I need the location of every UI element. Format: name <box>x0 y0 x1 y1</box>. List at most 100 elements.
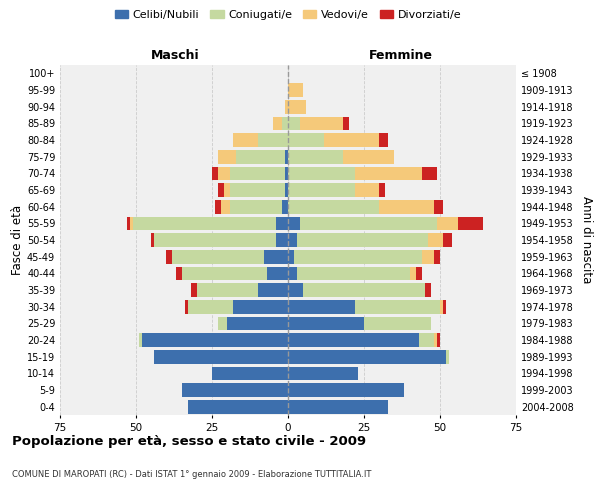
Bar <box>437 216 458 230</box>
Bar <box>288 333 419 347</box>
Bar <box>154 233 276 247</box>
Bar <box>300 116 343 130</box>
Bar <box>419 333 434 347</box>
Bar <box>343 150 394 164</box>
Bar <box>257 283 288 297</box>
Bar <box>303 283 425 297</box>
Bar <box>197 283 257 297</box>
Bar <box>437 333 440 347</box>
Bar <box>176 266 182 280</box>
Bar <box>215 200 221 213</box>
Bar <box>446 350 449 364</box>
Bar <box>230 166 285 180</box>
Bar <box>300 216 437 230</box>
Bar <box>263 250 288 264</box>
Bar <box>127 216 130 230</box>
Bar <box>188 300 233 314</box>
Bar <box>233 300 288 314</box>
Bar <box>188 400 288 413</box>
Bar <box>288 200 379 213</box>
Bar <box>297 266 410 280</box>
Bar <box>142 333 288 347</box>
Bar <box>297 233 428 247</box>
Bar <box>139 333 142 347</box>
Bar <box>443 300 446 314</box>
Bar <box>276 233 288 247</box>
Bar <box>434 200 443 213</box>
Bar <box>282 116 288 130</box>
Text: Maschi: Maschi <box>151 48 200 62</box>
Bar <box>443 233 452 247</box>
Bar <box>422 250 434 264</box>
Bar <box>288 316 364 330</box>
Bar <box>227 316 288 330</box>
Bar <box>440 300 443 314</box>
Bar <box>288 183 355 197</box>
Bar <box>355 183 379 197</box>
Text: Femmine: Femmine <box>368 48 433 62</box>
Bar <box>288 100 306 114</box>
Bar <box>288 366 358 380</box>
Bar <box>212 166 218 180</box>
Bar <box>428 233 443 247</box>
Bar <box>434 250 440 264</box>
Bar <box>218 316 227 330</box>
Bar <box>212 366 288 380</box>
Bar <box>288 250 294 264</box>
Bar <box>191 283 197 297</box>
Bar <box>218 183 224 197</box>
Y-axis label: Anni di nascita: Anni di nascita <box>580 196 593 284</box>
Text: Popolazione per età, sesso e stato civile - 2009: Popolazione per età, sesso e stato civil… <box>12 435 366 448</box>
Bar <box>285 100 288 114</box>
Bar <box>233 133 257 147</box>
Bar <box>379 200 434 213</box>
Bar <box>288 283 303 297</box>
Bar <box>230 200 282 213</box>
Bar <box>288 350 446 364</box>
Bar <box>282 200 288 213</box>
Bar <box>285 183 288 197</box>
Bar <box>288 300 355 314</box>
Bar <box>224 183 230 197</box>
Bar <box>410 266 416 280</box>
Bar <box>288 166 355 180</box>
Bar <box>379 183 385 197</box>
Bar <box>166 250 172 264</box>
Bar <box>325 133 379 147</box>
Bar <box>458 216 482 230</box>
Bar <box>133 216 276 230</box>
Bar <box>230 183 285 197</box>
Bar <box>154 350 288 364</box>
Bar <box>288 233 297 247</box>
Bar <box>267 266 288 280</box>
Bar <box>422 166 437 180</box>
Bar <box>236 150 285 164</box>
Bar <box>355 300 440 314</box>
Bar <box>425 283 431 297</box>
Bar <box>221 200 230 213</box>
Bar <box>185 300 188 314</box>
Bar <box>343 116 349 130</box>
Bar <box>379 133 388 147</box>
Bar <box>434 333 437 347</box>
Bar <box>288 83 303 97</box>
Bar <box>218 166 230 180</box>
Bar <box>288 133 325 147</box>
Bar <box>288 266 297 280</box>
Bar <box>285 166 288 180</box>
Bar <box>218 150 236 164</box>
Bar <box>294 250 422 264</box>
Legend: Celibi/Nubili, Coniugati/e, Vedovi/e, Divorziati/e: Celibi/Nubili, Coniugati/e, Vedovi/e, Di… <box>110 6 466 25</box>
Bar <box>182 383 288 397</box>
Bar <box>416 266 422 280</box>
Bar <box>364 316 431 330</box>
Bar <box>285 150 288 164</box>
Text: COMUNE DI MAROPATI (RC) - Dati ISTAT 1° gennaio 2009 - Elaborazione TUTTITALIA.I: COMUNE DI MAROPATI (RC) - Dati ISTAT 1° … <box>12 470 371 479</box>
Bar <box>288 216 300 230</box>
Bar <box>257 133 288 147</box>
Bar <box>172 250 263 264</box>
Y-axis label: Fasce di età: Fasce di età <box>11 205 24 275</box>
Bar <box>130 216 133 230</box>
Bar <box>182 266 267 280</box>
Bar <box>151 233 154 247</box>
